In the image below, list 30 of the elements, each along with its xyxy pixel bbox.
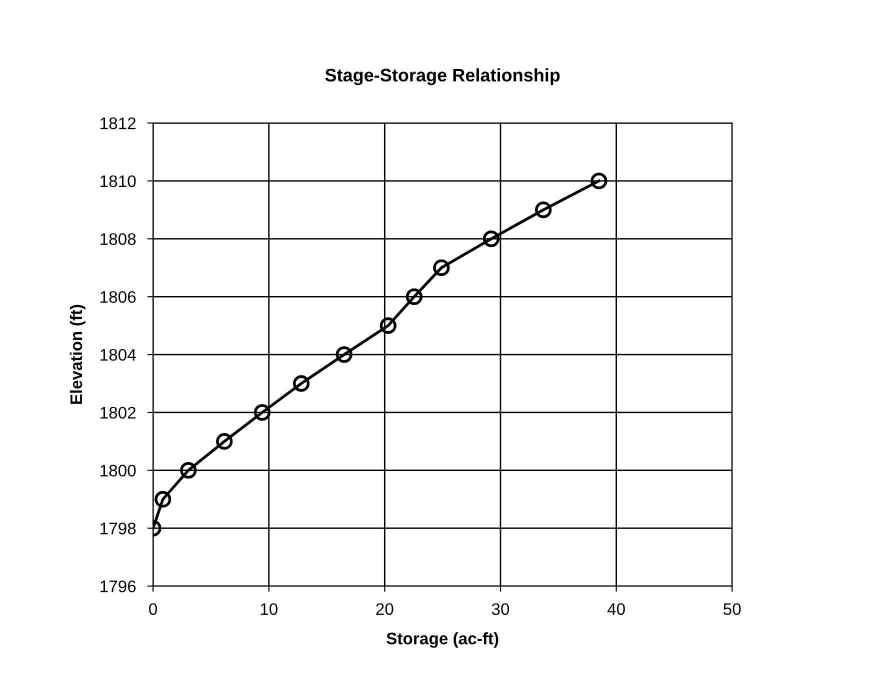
point xyxy=(535,202,552,218)
x-tick-label: 10 xyxy=(260,603,278,615)
y-tick-label: 1800 xyxy=(100,464,136,477)
y-axis-title: Elevation (ft) xyxy=(70,304,86,404)
x-tick-label: 0 xyxy=(149,603,158,615)
point xyxy=(406,288,423,306)
x-tick-label: 40 xyxy=(607,603,625,615)
chart-title: Stage-Storage Relationship xyxy=(325,68,560,86)
point xyxy=(482,230,500,248)
point xyxy=(216,433,233,450)
point xyxy=(433,259,450,276)
y-tick-label: 1804 xyxy=(100,348,136,361)
point xyxy=(154,490,172,508)
point xyxy=(380,317,396,334)
y-tick-label: 1798 xyxy=(100,522,136,534)
y-tick-label: 1802 xyxy=(100,406,136,419)
x-axis-title: Storage (ac-ft) xyxy=(386,632,498,648)
point xyxy=(292,375,310,392)
y-tick-label: 1796 xyxy=(100,580,136,592)
y-tick-label: 1806 xyxy=(100,291,136,303)
x-tick-label: 20 xyxy=(376,603,394,615)
point xyxy=(254,404,271,421)
y-tick-label: 1808 xyxy=(100,233,136,245)
x-tick-label: 30 xyxy=(492,603,510,615)
point xyxy=(336,346,352,363)
x-tick-label: 50 xyxy=(724,603,741,615)
y-tick-label: 1812 xyxy=(100,117,136,130)
point xyxy=(180,462,197,479)
y-tick-label: 1810 xyxy=(100,175,136,188)
point xyxy=(590,172,608,190)
